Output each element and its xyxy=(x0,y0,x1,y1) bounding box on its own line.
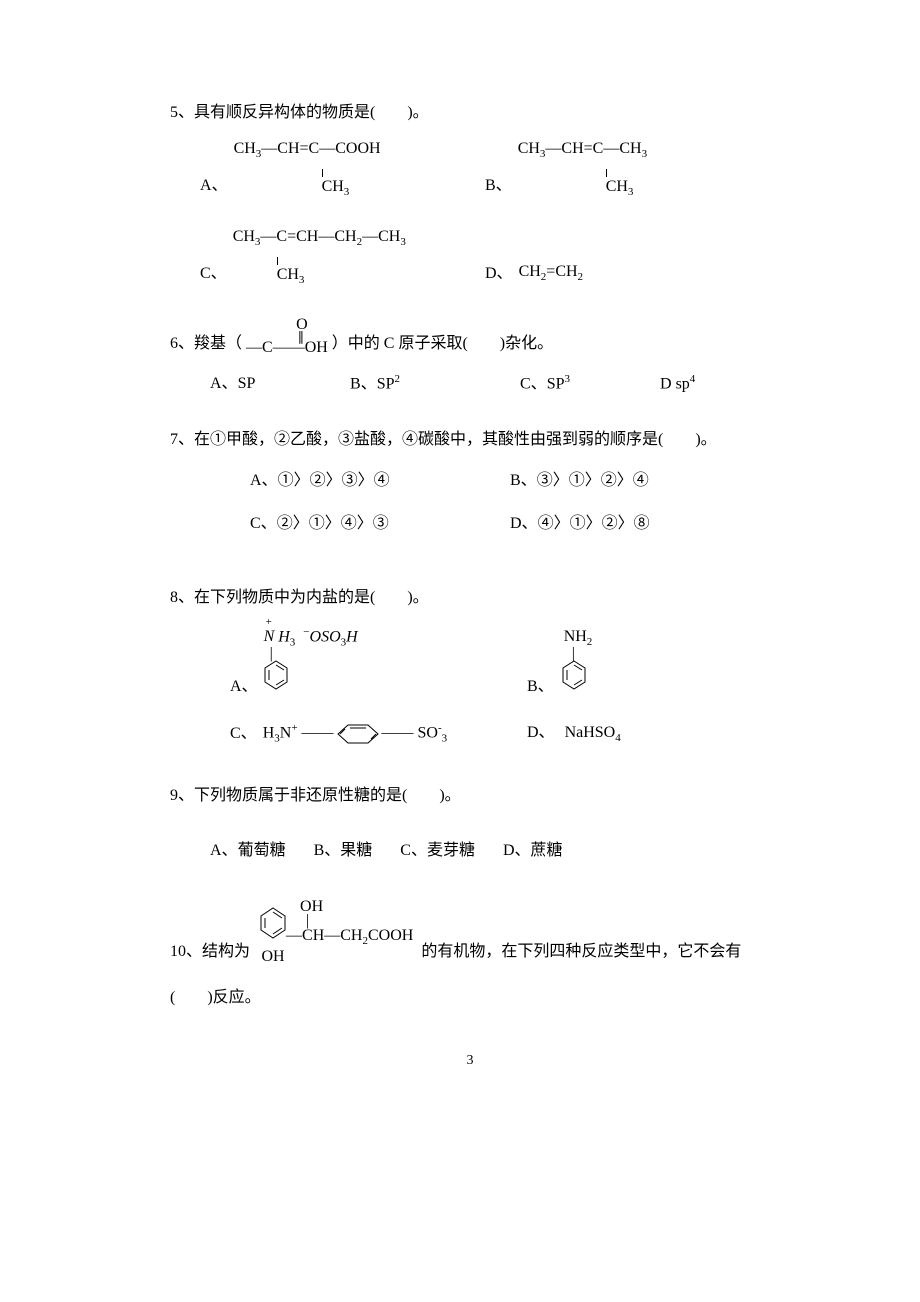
q9-text: 9、下列物质属于非还原性糖的是( )。 xyxy=(170,783,770,809)
q8-d-label: D、 xyxy=(527,724,555,741)
q5-option-a: A、 CH3—CH=C—COOH CH3 xyxy=(200,141,485,199)
q7-b-label: B、 xyxy=(510,472,537,489)
q9-d-label: D、 xyxy=(503,842,531,859)
q7-option-a: A、①〉②〉③〉④ xyxy=(250,468,510,494)
q8-option-b: B、 NH2 | xyxy=(527,626,770,700)
benzene-ring-horiz-icon xyxy=(334,722,382,746)
q6-d-text: sp4 xyxy=(676,371,696,397)
q6-prefix: 6、羧基（ xyxy=(170,331,242,357)
q9-a-label: A、 xyxy=(210,842,238,859)
q9-option-c: C、麦芽糖 xyxy=(400,838,475,864)
q6-b-text: SP2 xyxy=(377,371,400,397)
q9-option-d: D、蔗糖 xyxy=(503,838,563,864)
q6-middle: ）中的 C 原子采取( )杂化。 xyxy=(332,331,553,357)
q6-options: A、SP B、SP2 C、SP3 D sp4 xyxy=(210,371,770,397)
q5-b-label: B、 xyxy=(485,173,512,199)
q8-option-a: A、 +N H3 −OSO3H | xyxy=(230,626,527,700)
q6-d-label: D xyxy=(660,376,676,393)
q9-c-label: C、 xyxy=(400,842,427,859)
q7-b-text: ③〉①〉②〉④ xyxy=(537,472,649,489)
q7-options: A、①〉②〉③〉④ B、③〉①〉②〉④ C、②〉①〉④〉③ D、④〉①〉②〉⑧ xyxy=(250,468,770,555)
q5-options: A、 CH3—CH=C—COOH CH3 B、 CH3—CH=C—CH3 CH3 xyxy=(200,141,770,287)
q9-b-label: B、 xyxy=(314,842,341,859)
q8-text: 8、在下列物质中为内盐的是( )。 xyxy=(170,585,770,611)
question-8: 8、在下列物质中为内盐的是( )。 A、 +N H3 −OSO3H | xyxy=(170,585,770,748)
q6-a-text: SP xyxy=(238,371,256,397)
q6-a-label: A、 xyxy=(210,375,238,392)
q9-b-text: 果糖 xyxy=(340,842,372,859)
q9-d-text: 蔗糖 xyxy=(531,842,563,859)
q10-line1: 10、结构为 OH OH | —C xyxy=(170,899,770,965)
q10-suffix: 的有机物，在下列四种反应类型中，它不会有 xyxy=(421,939,741,965)
q7-text: 7、在①甲酸，②乙酸，③盐酸，④碳酸中，其酸性由强到弱的顺序是( )。 xyxy=(170,427,770,453)
q8-option-c: C、 H3N+ —— —— SO-3 xyxy=(230,720,527,748)
q5-b-structure: CH3—CH=C—CH3 CH3 xyxy=(518,141,647,199)
q7-d-text: ④〉①〉②〉⑧ xyxy=(538,515,650,532)
q5-a-structure: CH3—CH=C—COOH CH3 xyxy=(234,141,381,199)
q5-d-structure: CH2=CH2 xyxy=(519,259,583,287)
q6-option-a: A、SP xyxy=(210,371,350,397)
q8-a-label: A、 xyxy=(230,674,258,700)
q6-c-label: C、 xyxy=(520,376,547,393)
question-10: 10、结构为 OH OH | —C xyxy=(170,899,770,1011)
q5-text: 5、具有顺反异构体的物质是( )。 xyxy=(170,100,770,126)
question-5: 5、具有顺反异构体的物质是( )。 A、 CH3—CH=C—COOH CH3 B… xyxy=(170,100,770,287)
q7-option-c: C、②〉①〉④〉③ xyxy=(250,511,510,537)
q8-c-label: C、 xyxy=(230,721,257,747)
q9-option-a: A、葡萄糖 xyxy=(210,838,286,864)
q7-d-label: D、 xyxy=(510,515,538,532)
q5-d-label: D、 xyxy=(485,261,513,287)
q8-b-label: B、 xyxy=(527,674,554,700)
q8-c-structure: H3N+ —— —— SO-3 xyxy=(263,720,447,748)
question-7: 7、在①甲酸，②乙酸，③盐酸，④碳酸中，其酸性由强到弱的顺序是( )。 A、①〉… xyxy=(170,427,770,555)
question-9: 9、下列物质属于非还原性糖的是( )。 A、葡萄糖 B、果糖 C、麦芽糖 D、蔗… xyxy=(170,783,770,864)
q8-d-text: NaHSO4 xyxy=(565,720,621,748)
q5-option-c: C、 CH3—C=CH—CH2—CH3 CH3 xyxy=(200,229,485,287)
q7-c-label: C、 xyxy=(250,515,277,532)
q7-option-d: D、④〉①〉②〉⑧ xyxy=(510,511,770,537)
q9-c-text: 麦芽糖 xyxy=(427,842,475,859)
q5-c-structure: CH3—C=CH—CH2—CH3 CH3 xyxy=(233,229,406,287)
q7-option-b: B、③〉①〉②〉④ xyxy=(510,468,770,494)
q8-option-d: D、 NaHSO4 xyxy=(527,720,770,748)
q9-a-text: 葡萄糖 xyxy=(238,842,286,859)
exam-page: 5、具有顺反异构体的物质是( )。 A、 CH3—CH=C—COOH CH3 B… xyxy=(0,0,920,1133)
q10-structure: OH OH | —CH—CH2COOH xyxy=(258,899,413,965)
benzene-ring-icon xyxy=(560,659,588,691)
q8-b-structure: NH2 | xyxy=(560,627,593,700)
q6-oxygen: O xyxy=(246,317,328,333)
q8-a-structure: +N H3 −OSO3H | xyxy=(264,626,358,700)
q6-text: 6、羧基（ O ∥ —C——OH ）中的 C 原子采取( )杂化。 xyxy=(170,317,770,357)
q7-a-text: ①〉②〉③〉④ xyxy=(278,472,390,489)
q5-option-b: B、 CH3—CH=C—CH3 CH3 xyxy=(485,141,770,199)
page-number: 3 xyxy=(170,1050,770,1072)
q5-c-label: C、 xyxy=(200,261,227,287)
q6-carboxyl-structure: O ∥ —C——OH xyxy=(246,317,328,357)
q8-options: A、 +N H3 −OSO3H | B、 xyxy=(230,626,770,748)
q6-option-b: B、SP2 xyxy=(350,371,520,397)
q5-a-label: A、 xyxy=(200,173,228,199)
q9-options: A、葡萄糖 B、果糖 C、麦芽糖 D、蔗糖 xyxy=(210,838,770,864)
question-6: 6、羧基（ O ∥ —C——OH ）中的 C 原子采取( )杂化。 A、SP B… xyxy=(170,317,770,398)
benzene-ring-icon xyxy=(258,906,288,940)
q6-b-label: B、 xyxy=(350,376,377,393)
benzene-ring-icon xyxy=(262,659,290,691)
q7-c-text: ②〉①〉④〉③ xyxy=(277,515,389,532)
q10-line2: ( )反应。 xyxy=(170,985,770,1011)
q7-a-label: A、 xyxy=(250,472,278,489)
q6-option-c: C、SP3 xyxy=(520,371,660,397)
q5-option-d: D、 CH2=CH2 xyxy=(485,229,770,287)
q6-c-text: SP3 xyxy=(547,371,570,397)
q10-prefix: 10、结构为 xyxy=(170,939,250,965)
q9-option-b: B、果糖 xyxy=(314,838,373,864)
q6-option-d: D sp4 xyxy=(660,371,695,397)
